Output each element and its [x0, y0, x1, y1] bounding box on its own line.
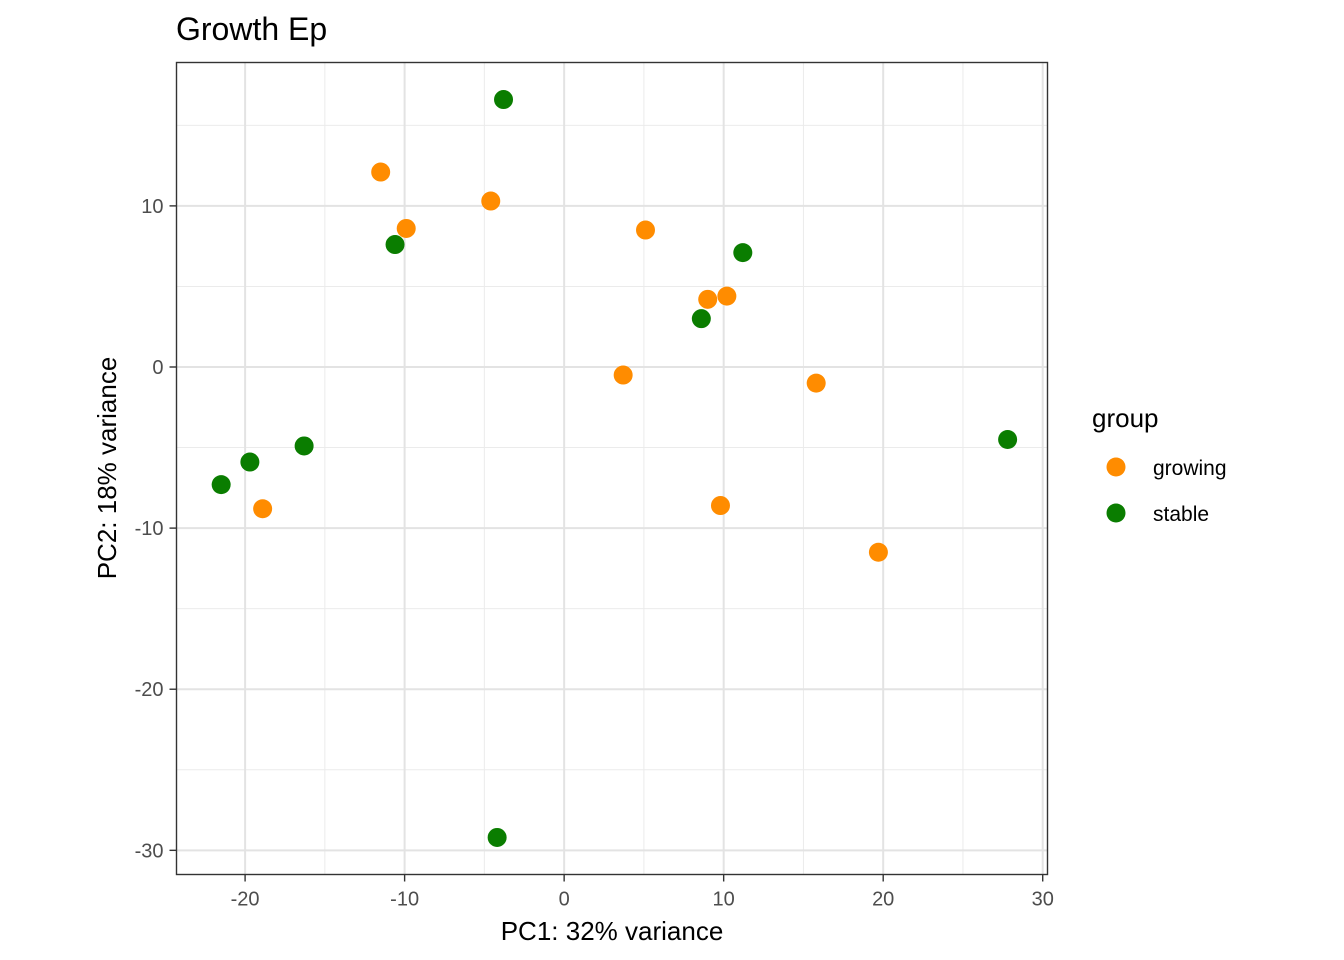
- point-stable: [494, 90, 514, 110]
- point-growing: [717, 286, 737, 306]
- point-stable: [487, 827, 507, 847]
- point-stable: [733, 243, 753, 263]
- x-tick-label: -20: [231, 889, 260, 911]
- point-growing: [396, 218, 416, 238]
- point-stable: [240, 452, 260, 472]
- point-stable: [211, 475, 231, 495]
- point-growing: [613, 365, 633, 385]
- legend: group growing stable: [1092, 403, 1227, 526]
- point-growing: [698, 289, 718, 309]
- y-tick-label: -10: [135, 518, 164, 540]
- plot-border: [175, 61, 1049, 876]
- data-points: [211, 90, 1018, 847]
- point-stable: [691, 309, 711, 329]
- major-gridlines: [176, 62, 1048, 875]
- x-tick-label: 30: [1032, 889, 1054, 911]
- x-tick-label: 20: [872, 889, 894, 911]
- x-tick-label: -10: [390, 889, 419, 911]
- point-growing: [710, 496, 730, 516]
- point-growing: [868, 542, 888, 562]
- y-axis-title: PC2: 18% variance: [92, 357, 122, 580]
- point-growing: [253, 499, 273, 519]
- legend-label-stable: stable: [1153, 503, 1209, 526]
- x-tick-label: 10: [713, 889, 735, 911]
- y-tick-label: -30: [135, 840, 164, 862]
- legend-key-growing: [1106, 457, 1126, 477]
- plot-background: [176, 62, 1048, 875]
- point-growing: [371, 162, 391, 182]
- y-tick-label: -20: [135, 679, 164, 701]
- point-stable: [385, 235, 405, 255]
- legend-title: group: [1092, 403, 1159, 433]
- point-growing: [636, 220, 655, 240]
- x-axis-ticks: -20 -10 0 10 20 30: [231, 874, 1054, 911]
- y-tick-label: 0: [152, 357, 163, 379]
- point-stable: [998, 430, 1018, 449]
- chart-title: Growth Ep: [176, 11, 327, 47]
- x-tick-label: 0: [559, 889, 570, 911]
- legend-key-stable: [1106, 503, 1126, 523]
- y-axis-ticks: 10 0 -10 -20 -30: [135, 196, 177, 862]
- point-growing: [481, 191, 501, 211]
- legend-label-growing: growing: [1153, 457, 1227, 480]
- x-axis-title: PC1: 32% variance: [501, 916, 724, 946]
- point-growing: [806, 373, 826, 393]
- point-stable: [294, 436, 314, 456]
- y-tick-label: 10: [141, 196, 163, 218]
